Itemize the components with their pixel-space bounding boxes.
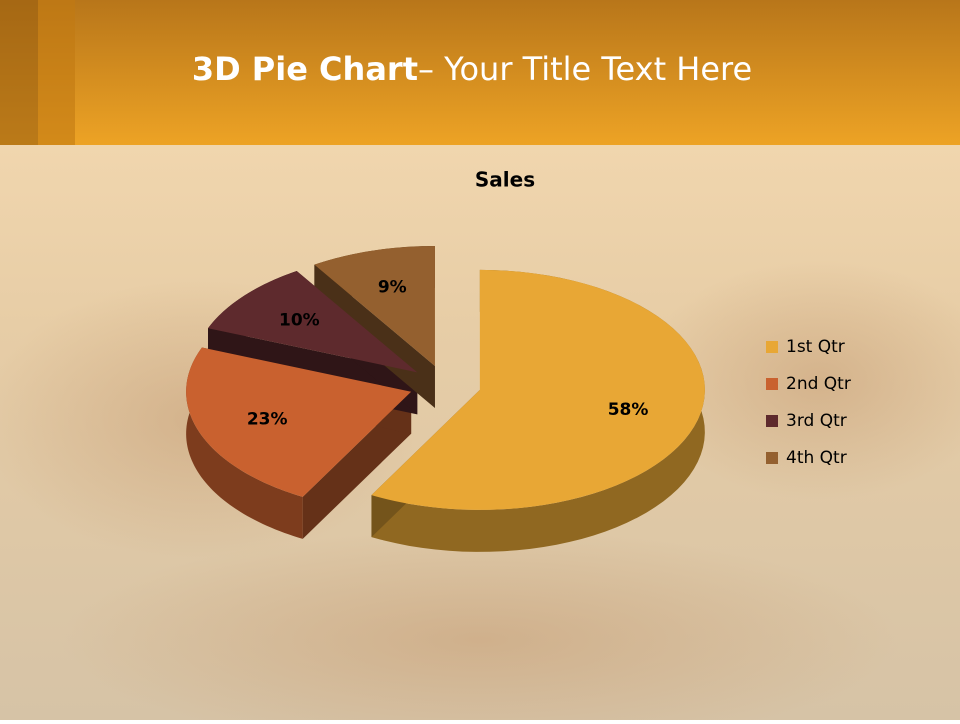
slice-side xyxy=(302,391,412,539)
slide-title: 3D Pie Chart– Your Title Text Here xyxy=(192,50,752,88)
slice xyxy=(371,269,705,510)
background-shape xyxy=(60,530,900,724)
pie: 58% 23% 10% 9% xyxy=(186,245,705,552)
legend: 1st Qtr 2nd Qtr 3rd Qtr 4th Qtr xyxy=(766,337,851,468)
legend-swatch xyxy=(766,341,778,353)
slide-title-bold: 3D Pie Chart xyxy=(192,50,418,88)
slide-title-rest: – Your Title Text Here xyxy=(418,50,752,88)
slice xyxy=(186,347,412,497)
slice-side xyxy=(314,264,435,408)
header-band xyxy=(0,0,960,145)
slice xyxy=(314,245,435,366)
legend-label: 3rd Qtr xyxy=(786,411,847,431)
data-label: 10% xyxy=(279,310,320,330)
legend-label: 2nd Qtr xyxy=(786,374,851,394)
data-label: 23% xyxy=(247,409,288,429)
data-label: 58% xyxy=(608,400,649,420)
header-stripe xyxy=(38,0,75,145)
chart-title: Sales xyxy=(475,168,535,192)
legend-swatch xyxy=(766,378,778,390)
background-shape xyxy=(640,260,960,500)
legend-swatch xyxy=(766,452,778,464)
slice-side xyxy=(371,269,705,552)
legend-label: 1st Qtr xyxy=(786,337,845,357)
legend-swatch xyxy=(766,415,778,427)
slice xyxy=(208,271,418,373)
legend-label: 4th Qtr xyxy=(786,448,847,468)
slice-side xyxy=(186,347,303,539)
header-stripe xyxy=(0,0,38,145)
data-label: 9% xyxy=(378,278,407,298)
